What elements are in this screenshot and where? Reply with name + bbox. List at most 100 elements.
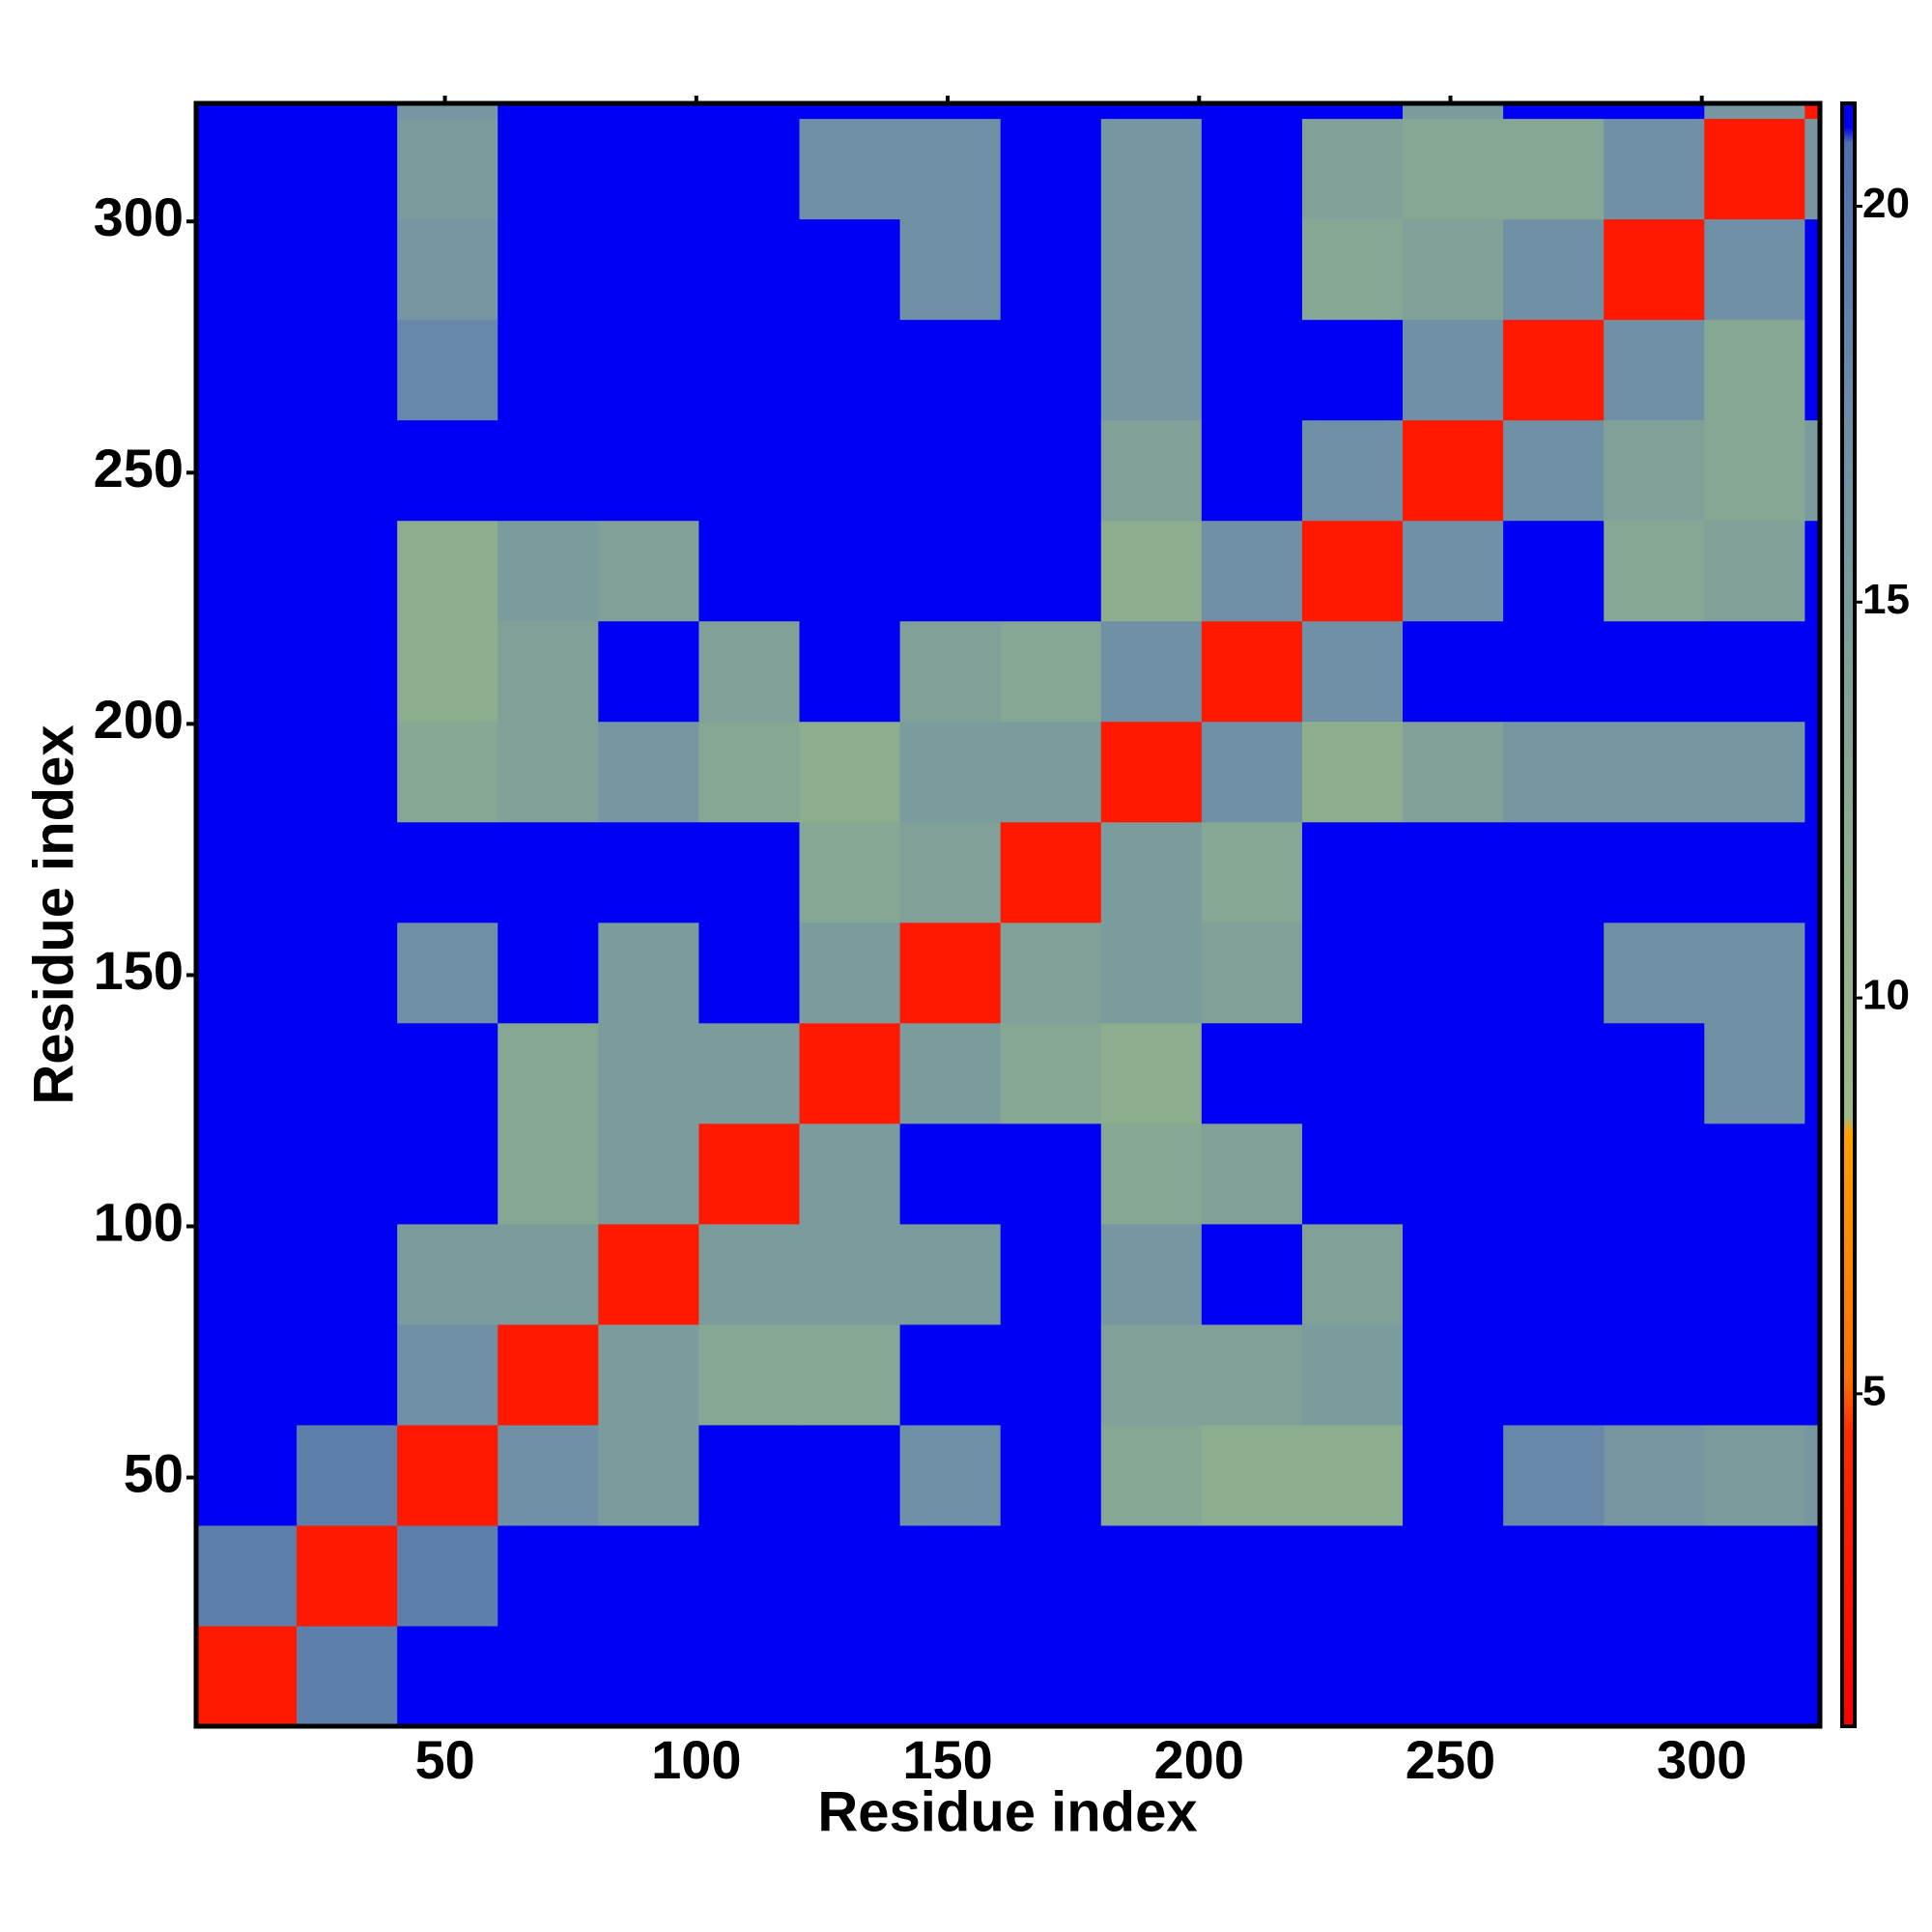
heatmap-cell	[196, 103, 298, 120]
heatmap-cell	[196, 1223, 298, 1325]
heatmap-cell	[1704, 922, 1805, 1024]
heatmap-cell	[799, 821, 901, 923]
heatmap-cell	[1704, 1223, 1805, 1325]
heatmap-cell	[698, 103, 801, 120]
heatmap-cell	[1100, 118, 1203, 220]
heatmap-cell	[1704, 821, 1805, 923]
heatmap-cell	[1201, 218, 1303, 321]
heatmap-cell	[598, 419, 699, 522]
heatmap-cell	[1301, 922, 1404, 1024]
heatmap-cell	[1201, 1424, 1303, 1526]
heatmap-cell	[397, 1022, 498, 1124]
heatmap-cell	[899, 1323, 1002, 1426]
heatmap-cell	[1100, 218, 1203, 321]
heatmap-cell	[598, 218, 699, 321]
heatmap-cell	[899, 1424, 1002, 1526]
heatmap-cell	[799, 922, 901, 1024]
heatmap-cell	[598, 1323, 699, 1426]
heatmap-cell	[1604, 218, 1705, 321]
heatmap-cell	[397, 1122, 498, 1225]
heatmap-cell	[1403, 520, 1504, 622]
heatmap-cell	[1100, 1223, 1203, 1325]
heatmap-cell	[1804, 821, 1821, 923]
heatmap-cell	[1503, 520, 1605, 622]
x-tick-label: 150	[902, 1729, 992, 1790]
heatmap-cell	[1604, 821, 1705, 923]
heatmap-cell	[1704, 1424, 1805, 1526]
colorbar-tick-label: 15	[1862, 576, 1910, 623]
heatmap-cell	[1704, 1022, 1805, 1124]
heatmap-cell	[1804, 520, 1821, 622]
heatmap-cell	[1100, 1524, 1203, 1627]
heatmap-cell	[899, 1524, 1002, 1627]
heatmap-cell	[698, 1524, 801, 1627]
heatmap-cell	[598, 1122, 699, 1225]
heatmap-cell	[1000, 620, 1102, 723]
heatmap-cell	[1301, 1625, 1404, 1727]
heatmap-cell	[598, 1022, 699, 1124]
colorbar-tick-label: 5	[1862, 1367, 1886, 1414]
heatmap-cell	[1704, 1524, 1805, 1627]
heatmap-cell	[1604, 319, 1705, 421]
heatmap-cell	[297, 419, 398, 522]
heatmap-cell	[899, 103, 1002, 120]
heatmap-cell	[799, 620, 901, 723]
heatmap-cell	[1000, 1424, 1102, 1526]
heatmap-cell	[1604, 721, 1705, 823]
heatmap-cell	[297, 1323, 398, 1426]
heatmap-cell	[1000, 721, 1102, 823]
heatmap-cell	[799, 1122, 901, 1225]
heatmap-cell	[1403, 419, 1504, 522]
heatmap-cell	[1201, 620, 1303, 723]
heatmap-cell	[799, 520, 901, 622]
heatmap-cells	[196, 103, 1821, 1727]
heatmap-cell	[799, 1424, 901, 1526]
heatmap-cell	[1201, 721, 1303, 823]
heatmap-cell	[899, 1223, 1002, 1325]
heatmap-cell	[598, 520, 699, 622]
heatmap-cell	[1000, 1625, 1102, 1727]
heatmap-cell	[1100, 419, 1203, 522]
heatmap-cell	[397, 520, 498, 622]
heatmap-cell	[397, 1524, 498, 1627]
heatmap-cell	[899, 1022, 1002, 1124]
heatmap-cell	[698, 1223, 801, 1325]
heatmap-cell	[1804, 319, 1821, 421]
heatmap-cell	[1100, 319, 1203, 421]
heatmap-cell	[1604, 1625, 1705, 1727]
heatmap-cell	[698, 1022, 801, 1124]
heatmap-cell	[1804, 1625, 1821, 1727]
heatmap-cell	[196, 1625, 298, 1727]
heatmap-cell	[799, 721, 901, 823]
heatmap-cell	[196, 1122, 298, 1225]
heatmap-cell	[1000, 419, 1102, 522]
heatmap-cell	[497, 319, 599, 421]
heatmap-cell	[1000, 520, 1102, 622]
heatmap-cell	[1503, 1223, 1605, 1325]
axes: 50 100 150 200 250 300 50 100 150 200 250 300 5 10 15 2…	[94, 96, 1910, 1790]
heatmap-cell	[1201, 103, 1303, 120]
heatmap-cell	[1403, 1122, 1504, 1225]
heatmap-cell	[1100, 103, 1203, 120]
heatmap-cell	[899, 419, 1002, 522]
heatmap-cell	[899, 821, 1002, 923]
heatmap-cell	[899, 218, 1002, 321]
heatmap-cell	[799, 118, 901, 220]
heatmap-cell	[799, 1625, 901, 1727]
heatmap-cell	[1804, 620, 1821, 723]
heatmap-cell	[1100, 1022, 1203, 1124]
heatmap-cell	[1503, 821, 1605, 923]
heatmap-cell	[1604, 1524, 1705, 1627]
heatmap-cell	[497, 620, 599, 723]
heatmap-cell	[899, 1625, 1002, 1727]
heatmap-cell	[1804, 1524, 1821, 1627]
heatmap-cell	[899, 922, 1002, 1024]
y-tick-label: 250	[94, 438, 184, 498]
heatmap-cell	[497, 520, 599, 622]
heatmap-cell	[297, 1524, 398, 1627]
y-axis-title: Residue index	[22, 724, 85, 1104]
heatmap-cell	[598, 319, 699, 421]
heatmap-cell	[899, 620, 1002, 723]
heatmap-cell	[1604, 922, 1705, 1024]
heatmap-cell	[698, 520, 801, 622]
